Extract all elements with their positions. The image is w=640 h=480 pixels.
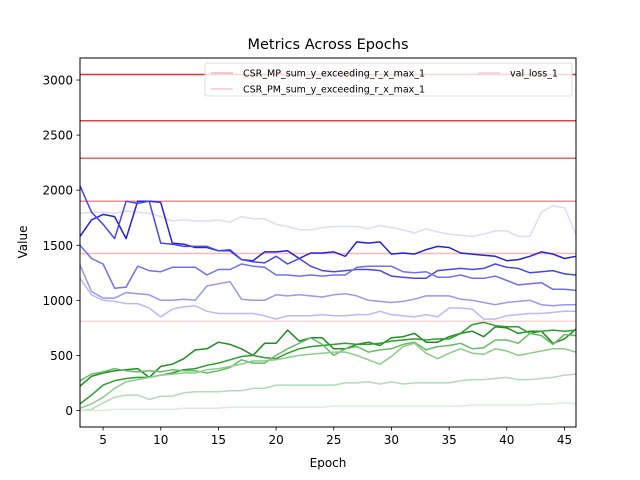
series-line-1 [79, 204, 577, 238]
x-axis: 5 10 15 20 25 30 35 40 45 [99, 427, 572, 447]
plot-area [79, 57, 577, 428]
x-tick-label-35: 35 [441, 433, 456, 447]
x-tick-label-10: 10 [153, 433, 168, 447]
y-tick-label-500: 500 [50, 349, 73, 363]
legend: CSR_MP_sum_y_exceeding_r_x_max_1 CSR_PM_s… [204, 62, 573, 97]
x-tick-label-20: 20 [268, 433, 283, 447]
legend-label-3: val_loss_1 [510, 69, 558, 80]
plot-border [79, 57, 577, 428]
x-tick-label-45: 45 [557, 433, 572, 447]
series-line-7 [79, 326, 577, 387]
legend-label-1: CSR_MP_sum_y_exceeding_r_x_max_1 [243, 69, 425, 80]
legend-box [204, 62, 573, 97]
x-tick-label-15: 15 [211, 433, 226, 447]
y-tick-label-2000: 2000 [42, 184, 73, 198]
series-line-12 [80, 402, 577, 412]
series-line-3 [79, 185, 577, 280]
y-tick-label-3000: 3000 [42, 74, 73, 88]
series-line-11 [79, 373, 577, 412]
series-line-5 [79, 264, 576, 307]
series-line-10 [79, 342, 577, 410]
chart-title: Metrics Across Epochs [247, 37, 408, 53]
x-tick-label-30: 30 [384, 433, 399, 447]
y-tick-label-2500: 2500 [42, 129, 73, 143]
series-line-6 [79, 277, 576, 320]
series-line-9 [79, 332, 577, 382]
x-tick-label-40: 40 [499, 433, 514, 447]
y-axis: 0 500 1000 1500 2000 2500 3000 [42, 74, 80, 418]
x-axis-title: Epoch [310, 456, 347, 470]
legend-label-2: CSR_PM_sum_y_exceeding_r_x_max_1 [243, 85, 425, 96]
y-tick-label-1000: 1000 [42, 294, 73, 308]
y-axis-title: Value [16, 226, 30, 259]
series-lines [79, 185, 577, 412]
x-tick-label-25: 25 [326, 433, 341, 447]
y-tick-label-1500: 1500 [42, 239, 73, 253]
series-line-2 [79, 200, 577, 262]
x-tick-label-5: 5 [99, 433, 107, 447]
series-line-4 [79, 244, 577, 292]
y-tick-label-0: 0 [65, 404, 73, 418]
